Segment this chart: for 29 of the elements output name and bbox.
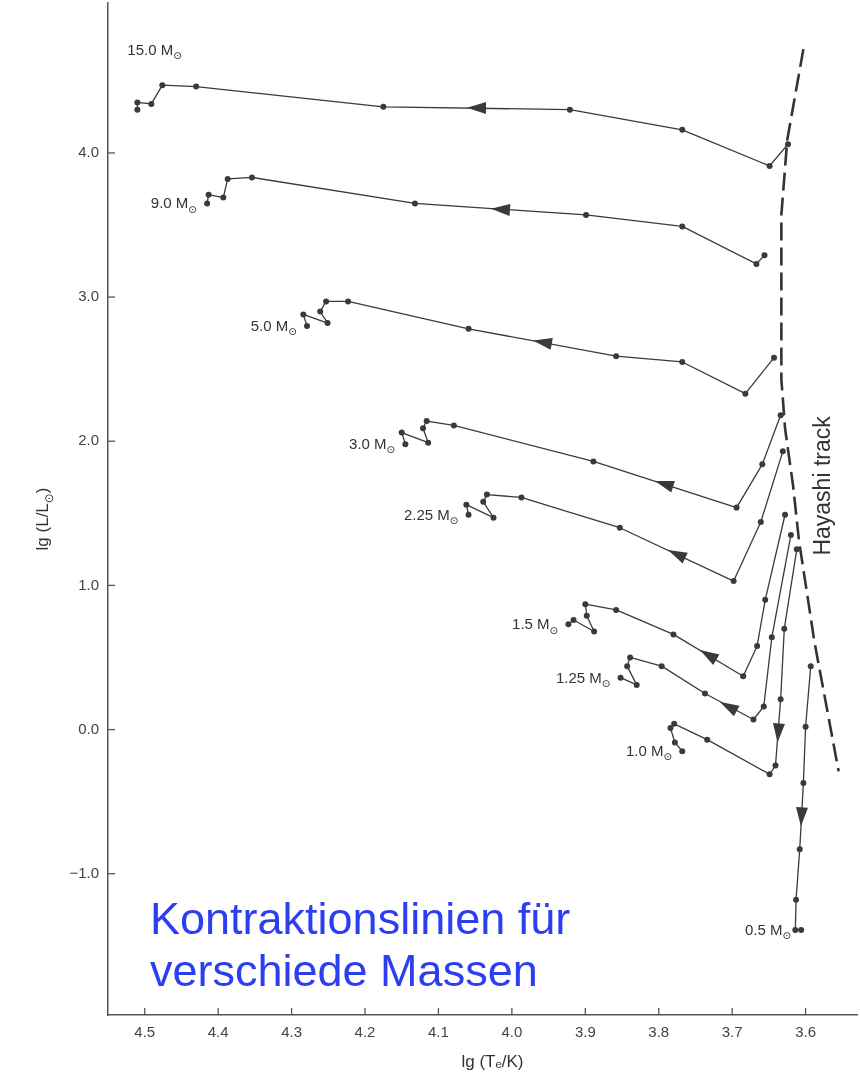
y-tick-label: −1.0 bbox=[69, 863, 99, 881]
x-tick-label: 4.2 bbox=[354, 1023, 376, 1041]
series-label: 5.0 M⊙ bbox=[250, 316, 298, 338]
x-tick-label: 4.0 bbox=[501, 1023, 523, 1041]
x-tick-label: 3.8 bbox=[648, 1023, 670, 1041]
y-tick-label: 2.0 bbox=[78, 431, 99, 449]
series-label: 15.0 M⊙ bbox=[127, 41, 183, 62]
x-tick-label: 4.1 bbox=[428, 1023, 449, 1041]
series-label: 3.0 M⊙ bbox=[349, 435, 396, 456]
series-label: 1.5 M⊙ bbox=[512, 615, 559, 636]
x-tick-label: 4.5 bbox=[134, 1023, 156, 1041]
y-tick-label: 1.0 bbox=[78, 575, 99, 593]
x-tick-label: 4.4 bbox=[207, 1023, 229, 1041]
text: Hayashi track bbox=[809, 415, 836, 556]
series-label: 1.25 M⊙ bbox=[555, 668, 611, 689]
series-label: 9.0 M⊙ bbox=[150, 194, 198, 215]
x-tick-label: 3.7 bbox=[721, 1023, 743, 1041]
x-tick-label: 3.9 bbox=[574, 1023, 596, 1041]
y-tick-label: 4.0 bbox=[78, 143, 99, 161]
annotation: Kontraktionslinien für verschiede Massen bbox=[150, 893, 572, 997]
x-axis-title: lg (Tₑ/K) bbox=[461, 1052, 524, 1071]
y-tick-label: 3.0 bbox=[78, 287, 99, 305]
x-tick-label: 3.6 bbox=[795, 1023, 817, 1041]
series-label: 0.5 M⊙ bbox=[744, 920, 792, 942]
x-tick-label: 4.3 bbox=[281, 1023, 303, 1041]
y-tick-label: 0.0 bbox=[78, 719, 99, 737]
series-label: 1.0 M⊙ bbox=[625, 742, 673, 763]
y-axis-title: lg (L/L⊙) bbox=[33, 487, 56, 551]
series-label: 2.25 M⊙ bbox=[403, 505, 459, 526]
